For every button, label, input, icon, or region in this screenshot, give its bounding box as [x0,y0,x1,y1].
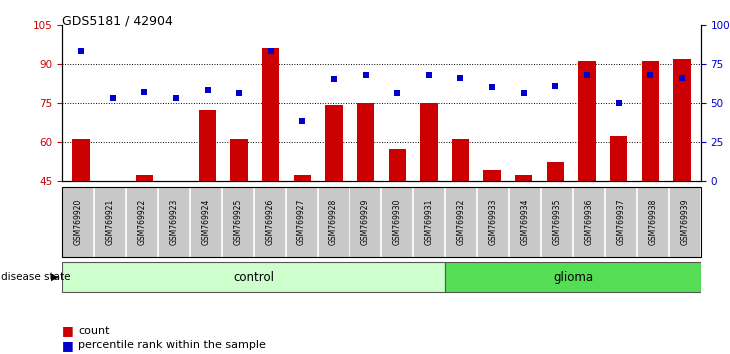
Bar [326,105,342,181]
Text: GSM769920: GSM769920 [74,199,82,245]
Text: GSM769929: GSM769929 [361,199,370,245]
Text: GSM769922: GSM769922 [137,199,147,245]
Text: GSM769938: GSM769938 [648,199,658,245]
Point [455,75,466,81]
Point [550,83,561,88]
Text: GSM769932: GSM769932 [457,199,466,245]
Text: GSM769925: GSM769925 [233,199,242,245]
Point [296,119,308,124]
Point [75,48,87,54]
Bar [262,48,280,181]
Text: disease state: disease state [1,272,71,282]
Bar [357,103,374,181]
Point [581,72,593,78]
Point [107,95,118,101]
Bar [231,139,247,181]
Bar [72,139,90,181]
Point [391,91,403,96]
FancyBboxPatch shape [445,262,701,292]
Text: GSM769934: GSM769934 [520,198,530,245]
Text: GSM769931: GSM769931 [425,199,434,245]
Bar [136,175,153,181]
Text: GSM769933: GSM769933 [488,198,498,245]
Point [201,87,213,93]
Bar [547,162,564,181]
FancyBboxPatch shape [62,262,445,292]
Text: GDS5181 / 42904: GDS5181 / 42904 [62,14,173,27]
Text: GSM769930: GSM769930 [393,198,402,245]
Point [486,84,498,90]
Text: GSM769936: GSM769936 [585,198,593,245]
Bar [388,149,406,181]
Point [265,48,277,54]
Text: count: count [78,326,110,336]
Text: GSM769924: GSM769924 [201,199,210,245]
Point [139,89,150,95]
Point [170,95,182,101]
Point [360,72,372,78]
Bar [483,170,501,181]
Bar [452,139,469,181]
Text: ▶: ▶ [51,272,58,282]
Text: GSM769923: GSM769923 [169,199,178,245]
Bar [515,175,532,181]
Text: percentile rank within the sample: percentile rank within the sample [78,340,266,350]
Text: GSM769921: GSM769921 [105,199,115,245]
Text: GSM769928: GSM769928 [329,199,338,245]
Bar [420,103,437,181]
Text: GSM769927: GSM769927 [297,199,306,245]
Point [645,72,656,78]
Text: GSM769939: GSM769939 [680,198,689,245]
Bar [578,61,596,181]
Point [328,76,340,82]
Point [423,72,434,78]
Bar [199,110,216,181]
Text: ■: ■ [62,339,74,352]
Text: GSM769937: GSM769937 [616,198,626,245]
Point [518,91,529,96]
Bar [642,61,659,181]
Text: GSM769935: GSM769935 [553,198,561,245]
Text: GSM769926: GSM769926 [265,199,274,245]
Point [612,100,624,105]
Bar [293,175,311,181]
Text: ■: ■ [62,325,74,337]
Text: control: control [233,270,274,284]
Point [234,91,245,96]
Bar [610,136,627,181]
Point [676,75,688,81]
Bar [673,58,691,181]
Text: glioma: glioma [553,270,593,284]
